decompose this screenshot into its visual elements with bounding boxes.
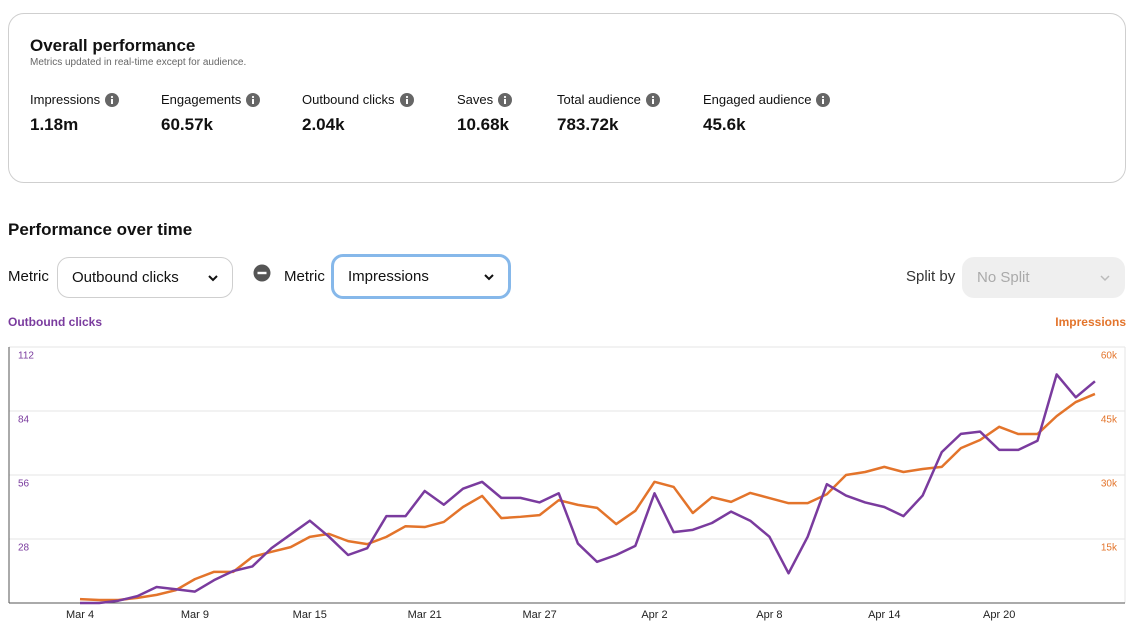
metric-name: Saves [457, 92, 494, 107]
metric-label: Engaged audience [703, 92, 831, 107]
chart: Outbound clicks Impressions 28 56 84 112 15k 30… [8, 315, 1126, 621]
y-tick-label: 112 [18, 351, 34, 362]
chevron [484, 273, 494, 280]
metric-value: 45.6k [703, 115, 746, 134]
y-tick-label: 56 [18, 479, 30, 490]
x-tick-label: Apr 8 [756, 609, 782, 621]
metric-value: 1.18m [30, 115, 79, 134]
chevron [1100, 274, 1110, 281]
y2-tick-label: 30k [1101, 479, 1118, 490]
y2-tick-label: 45k [1101, 415, 1118, 426]
info-icon[interactable] [645, 92, 660, 107]
split-label: Split by [906, 268, 956, 285]
y-tick-label: 28 [18, 543, 30, 554]
overview-card [8, 13, 1126, 183]
x-tick-label: Apr 20 [983, 609, 1015, 621]
metric-name: Engaged audience [703, 92, 812, 107]
metric-label: Total audience [557, 92, 660, 107]
metric-value: 783.72k [557, 115, 619, 134]
remove-icon[interactable] [253, 264, 271, 282]
info-icon[interactable] [399, 92, 414, 107]
metric-dropdown[interactable]: Impressions [331, 254, 511, 299]
metric-label: Impressions [30, 92, 120, 107]
metric-name: Impressions [30, 92, 101, 107]
info-icon[interactable] [105, 92, 120, 107]
metric-label: Saves [457, 92, 513, 107]
metric-label: Metric [8, 268, 49, 285]
dropdown-value: No Split [977, 269, 1030, 286]
dropdown-value: Outbound clicks [72, 269, 179, 286]
metric-label: Outbound clicks [302, 92, 414, 107]
metric-value: 60.57k [161, 115, 213, 134]
info-icon[interactable] [498, 92, 513, 107]
x-tick-label: Apr 2 [641, 609, 667, 621]
dropdown-value: Impressions [348, 268, 429, 285]
x-tick-label: Mar 4 [66, 609, 94, 621]
metric-dropdown[interactable]: Outbound clicks [57, 257, 233, 298]
metric-label: Metric [284, 268, 325, 285]
metric-name: Total audience [557, 92, 641, 107]
info-icon[interactable] [246, 92, 261, 107]
metric-label: Engagements [161, 92, 261, 107]
metric-name: Engagements [161, 92, 242, 107]
chevron [208, 274, 218, 281]
metric-value: 2.04k [302, 115, 345, 134]
card-title: Overall performance [30, 36, 196, 55]
card-subtitle: Metrics updated in real-time except for … [30, 57, 247, 68]
series-line [79, 392, 1096, 602]
y-axis-title: Outbound clicks [8, 315, 102, 329]
split-dropdown[interactable]: No Split [962, 257, 1125, 298]
y-tick-label: 84 [18, 415, 30, 426]
y2-tick-label: 60k [1101, 351, 1118, 362]
metric-value: 10.68k [457, 115, 509, 134]
x-tick-label: Mar 27 [522, 609, 556, 621]
x-tick-label: Mar 15 [293, 609, 327, 621]
x-tick-label: Mar 21 [408, 609, 442, 621]
metric-name: Outbound clicks [302, 92, 395, 107]
x-tick-label: Mar 9 [181, 609, 209, 621]
section-title: Performance over time [8, 220, 193, 239]
info-icon[interactable] [816, 92, 831, 107]
series-line [80, 373, 1096, 605]
y2-tick-label: 15k [1101, 543, 1118, 554]
y2-axis-title: Impressions [1055, 315, 1126, 329]
x-tick-label: Apr 14 [868, 609, 900, 621]
